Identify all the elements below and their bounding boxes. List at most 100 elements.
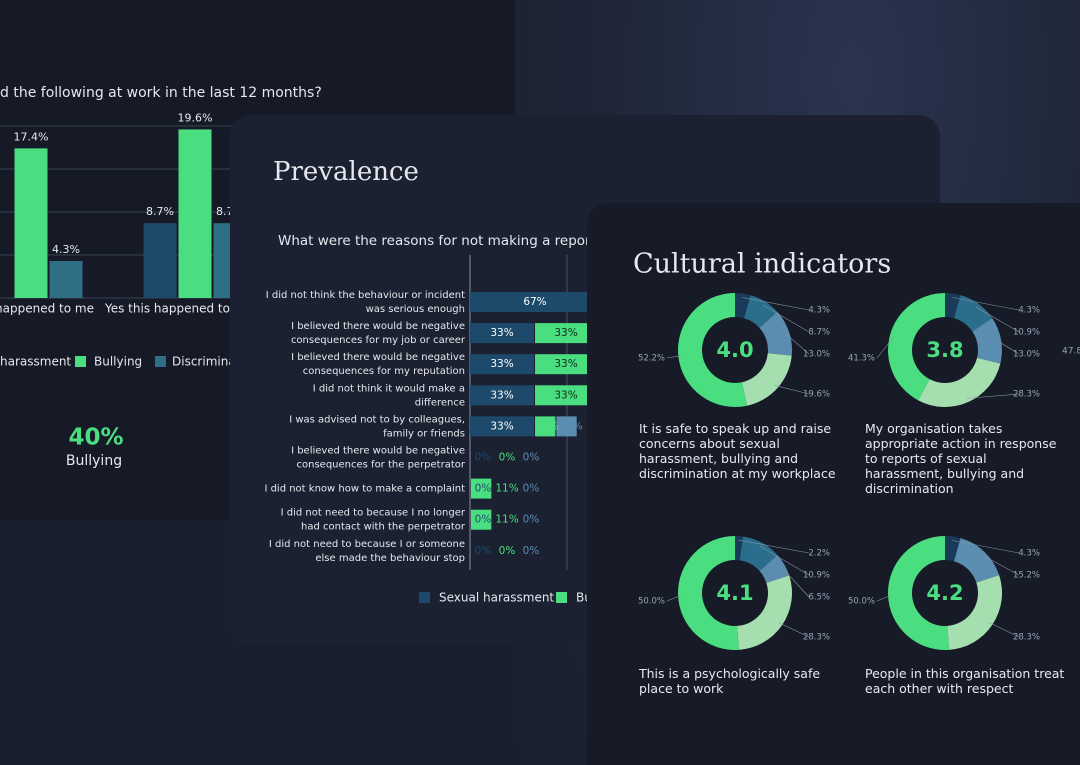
donut-label: 19.6%: [803, 390, 830, 400]
value-label: 33%: [554, 389, 577, 401]
value-label: 19.6%: [178, 111, 213, 124]
bar-segment: [470, 416, 535, 437]
question: What were the reasons for not making a r…: [278, 233, 603, 249]
value-label: 0%: [475, 545, 492, 557]
leader-line: [738, 539, 810, 554]
bar-segment: [535, 385, 599, 406]
donut-segment: [918, 357, 1001, 407]
value-label: 0%: [499, 545, 516, 557]
bar-segment: [470, 354, 535, 375]
value-label: 33%: [490, 389, 513, 401]
value-label: 33%: [490, 327, 513, 339]
row-label: I believed there would be negative: [291, 321, 465, 332]
leader-line: [762, 304, 810, 333]
cultural-card: Cultural indicators 47.8 4.3% 8.7% 13.0% 19…: [587, 203, 1080, 765]
question: d the following at work in the last 12 m…: [0, 85, 322, 101]
x-tick-label: Yes this happened to so: [104, 302, 247, 316]
indicator-caption: This is a psychologically safe place to …: [639, 666, 821, 696]
leader-line: [876, 337, 894, 359]
donut-segment: [759, 311, 792, 356]
bar-segment: [471, 509, 492, 530]
highlight-value: 40%: [68, 425, 123, 451]
leader-line: [975, 306, 1020, 333]
donut-label: 4.3%: [1018, 306, 1040, 316]
card-title: Cultural indicators: [633, 249, 891, 280]
bar-segment: [470, 292, 600, 312]
leader-line: [876, 594, 893, 602]
donut-label: 15.2%: [1013, 571, 1040, 581]
donut-segment: [678, 536, 739, 650]
donut-label: 8.7%: [808, 328, 830, 338]
donut-segment: [739, 536, 778, 571]
donut-label: 10.9%: [1013, 328, 1040, 338]
donut-segment: [678, 293, 747, 407]
row-label: else made the behaviour stop: [315, 553, 465, 564]
bar-segment: [471, 478, 492, 499]
legend-label: Sexual harassment: [439, 591, 554, 605]
leader-line: [742, 297, 810, 311]
leader-line: [759, 546, 810, 576]
value-label: 0%: [475, 452, 492, 464]
bar-segment: [470, 323, 535, 344]
highlight-label: Bullying: [66, 453, 122, 469]
value-label: 33%: [490, 358, 513, 370]
leader-line: [966, 393, 1020, 399]
leader-line: [778, 622, 810, 638]
leader-line: [981, 554, 1020, 576]
legend-label: Bullying: [94, 355, 142, 369]
value-label: 0%: [523, 545, 540, 557]
value-label: 0%: [523, 452, 540, 464]
x-tick-label: is happened to me: [0, 302, 94, 316]
donut-label: 13.0%: [1013, 350, 1040, 360]
leader-line: [666, 355, 683, 359]
row-label: I believed there would be negative: [291, 352, 465, 363]
donut-segment: [735, 293, 751, 319]
donut-label: 47.8: [1062, 347, 1080, 357]
donut-segment: [972, 318, 1002, 364]
donut-score: 4.1: [716, 581, 753, 605]
donut-segment: [947, 575, 1002, 650]
donut-label: 4.3%: [808, 306, 830, 316]
leader-line: [997, 340, 1020, 355]
value-label: 0%: [475, 514, 492, 526]
row-label: I did not think the behaviour or inciden…: [266, 290, 465, 301]
value-label: 0%: [523, 483, 540, 495]
donut-label: 2.2%: [808, 549, 830, 559]
donut-label: 50.0%: [848, 597, 875, 607]
value-label: 11%: [559, 420, 582, 432]
cultural-chart: Cultural indicators 47.8 4.3% 8.7% 13.0% 19…: [633, 249, 1080, 650]
leader-line: [952, 297, 1020, 311]
value-label: 0%: [499, 452, 516, 464]
prevalence-chart: Prevalence What were the reasons for not…: [264, 157, 665, 605]
donut-label: 52.2%: [638, 354, 665, 364]
row-label: I was advised not to by colleagues,: [289, 414, 465, 425]
donut-label: 50.0%: [638, 597, 665, 607]
value-label: 8.7%: [146, 205, 174, 218]
donut-segment: [741, 353, 792, 406]
donut-segment: [759, 554, 790, 583]
legend-swatch: [155, 356, 166, 367]
donut-segment: [888, 293, 945, 401]
value-label: 67%: [523, 296, 546, 308]
row-label: consequences for the perpetrator: [297, 460, 466, 471]
row-label: consequences for my reputation: [303, 366, 465, 377]
legend-swatch: [419, 592, 430, 603]
indicator-caption: My organisation takes appropriate action…: [865, 421, 1057, 496]
donut-score: 3.8: [926, 338, 963, 362]
legend-swatch: [75, 356, 86, 367]
bar: [49, 261, 83, 298]
donut-score: 4.0: [716, 338, 753, 362]
row-label: I did not know how to make a complaint: [264, 484, 465, 495]
donut-segment: [945, 293, 961, 319]
donut-label: 6.5%: [808, 593, 830, 603]
bar-segment: [470, 385, 535, 406]
bar-segment: [535, 354, 599, 375]
row-label: consequences for my job or career: [291, 335, 466, 346]
leader-line: [666, 594, 683, 602]
card-title: Prevalence: [273, 157, 419, 187]
donut-segment: [945, 536, 961, 562]
donut-segment: [737, 575, 792, 650]
bar: [143, 223, 177, 298]
value-label: 11%: [535, 420, 558, 432]
